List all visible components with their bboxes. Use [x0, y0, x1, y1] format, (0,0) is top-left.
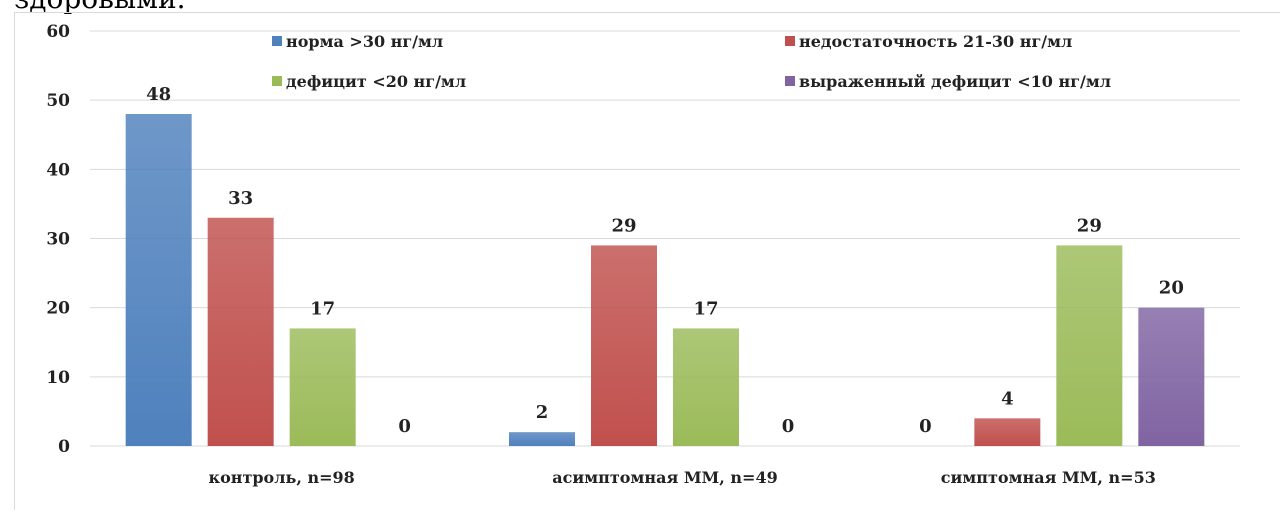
data-label: 4 [1001, 388, 1014, 409]
legend-swatch [785, 36, 795, 46]
data-label: 0 [782, 416, 795, 437]
data-label: 2 [536, 402, 549, 423]
legend-label: выраженный дефицит <10 нг/мл [799, 72, 1111, 91]
bar [208, 218, 274, 446]
data-label: 29 [1077, 215, 1102, 236]
bars-layer [126, 114, 1205, 446]
bar [591, 245, 657, 446]
x-category-label: асимптомная ММ, n=49 [552, 468, 777, 487]
legend-swatch [785, 76, 795, 86]
bar [126, 114, 192, 446]
data-label: 17 [693, 298, 718, 319]
data-label: 33 [228, 188, 253, 209]
x-category-label: контроль, n=98 [209, 468, 355, 487]
y-tick-label: 60 [46, 22, 70, 42]
y-tick-label: 30 [46, 230, 70, 250]
y-tick-label: 40 [46, 160, 70, 180]
legend-label: дефицит <20 нг/мл [286, 72, 466, 91]
bar [1056, 245, 1122, 446]
data-label: 29 [611, 215, 636, 236]
legend-label: норма >30 нг/мл [286, 32, 443, 51]
data-label: 0 [398, 416, 411, 437]
bar [974, 418, 1040, 446]
legend-swatch [272, 36, 282, 46]
data-label: 20 [1159, 278, 1184, 299]
y-tick-label: 50 [46, 91, 70, 111]
bar [673, 328, 739, 446]
y-tick-label: 0 [58, 437, 70, 457]
bar [290, 328, 356, 446]
data-label: 48 [146, 84, 171, 105]
legend-label: недостаточность 21-30 нг/мл [799, 32, 1072, 51]
data-label: 0 [919, 416, 932, 437]
y-tick-label: 10 [46, 368, 70, 388]
bar [509, 432, 575, 446]
x-category-label: симптомная ММ, n=53 [941, 468, 1156, 487]
y-tick-label: 20 [46, 299, 70, 319]
legend-swatch [272, 76, 282, 86]
data-label: 17 [310, 298, 335, 319]
legend: норма >30 нг/мл недостаточность 21-30 нг/… [272, 32, 1111, 91]
bar [1138, 308, 1204, 446]
